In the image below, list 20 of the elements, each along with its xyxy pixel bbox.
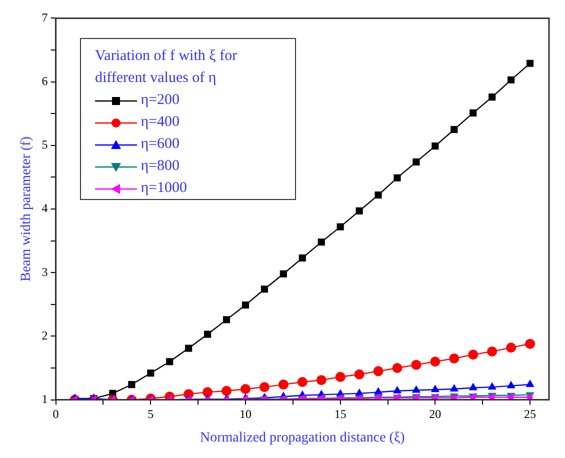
y-tick-label: 3: [42, 264, 48, 279]
y-axis-title: Beam width parameter (f): [19, 136, 34, 282]
legend-label: η=800: [140, 158, 180, 174]
x-tick-label: 0: [52, 407, 59, 422]
x-tick-label: 25: [524, 407, 536, 422]
y-tick-label: 1: [42, 392, 48, 406]
y-tick-label: 5: [42, 138, 48, 152]
legend-label: η=200: [140, 92, 180, 108]
legend-label: η=400: [140, 114, 180, 130]
x-tick-label: 20: [429, 407, 442, 422]
legend-label: η=600: [140, 136, 180, 152]
y-tick-label: 2: [42, 328, 48, 342]
x-axis-title: Normalized propagation distance (ξ): [200, 430, 406, 446]
x-tick-label: 5: [148, 407, 154, 422]
legend-label: η=1000: [140, 180, 188, 196]
x-tick-label: 10: [239, 407, 252, 422]
y-tick-label: 7: [42, 10, 48, 24]
x-tick-label: 15: [334, 407, 346, 422]
y-tick-label: 6: [42, 74, 48, 88]
y-tick-label: 4: [42, 201, 48, 216]
